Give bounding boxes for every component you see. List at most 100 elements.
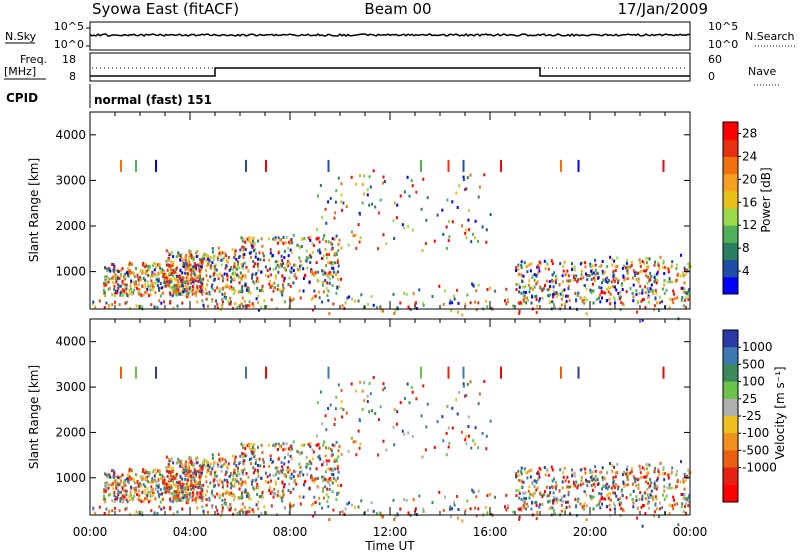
colorbar-band — [723, 190, 738, 209]
power-x-ticks — [89, 112, 691, 309]
echo-cell — [648, 463, 651, 467]
echo-cell — [505, 508, 508, 512]
echo-cell — [217, 453, 220, 456]
echo-cell — [234, 254, 237, 257]
echo-cell — [226, 259, 229, 263]
echo-cell — [145, 471, 148, 474]
echo-cell — [601, 487, 603, 491]
echo-cell — [623, 278, 626, 282]
echo-cell — [361, 201, 364, 205]
echo-cell — [122, 481, 125, 485]
echo-cell — [448, 441, 451, 445]
echo-cell — [652, 498, 655, 502]
echo-cell — [561, 280, 564, 284]
echo-cell — [280, 254, 283, 258]
echo-cell — [646, 473, 649, 477]
echo-cell — [200, 467, 203, 471]
echo-cell — [221, 274, 224, 278]
echo-cell — [324, 248, 327, 252]
echo-cell — [444, 289, 446, 293]
echo-cell — [676, 485, 679, 489]
echo-cell — [407, 305, 410, 309]
echo-cell — [153, 474, 156, 478]
echo-cell — [336, 467, 339, 471]
echo-cell — [326, 462, 329, 466]
echo-cell — [292, 440, 295, 444]
echo-cell — [241, 471, 244, 475]
echo-cell — [122, 294, 124, 298]
echo-cell — [189, 268, 192, 272]
echo-cell — [555, 291, 558, 295]
colorbar-band — [723, 208, 738, 226]
echo-cell — [653, 273, 656, 277]
echo-cell — [299, 259, 302, 263]
echo-cell — [186, 492, 189, 496]
echo-cell — [276, 493, 279, 497]
echo-cell — [129, 271, 131, 275]
echo-cell — [274, 466, 277, 470]
echo-cell — [205, 498, 208, 501]
echo-cell — [171, 263, 174, 267]
echo-cell — [248, 251, 251, 255]
echo-cell — [335, 189, 338, 193]
echo-cell — [107, 486, 110, 490]
echo-cell — [232, 271, 235, 275]
echo-cell — [563, 288, 566, 292]
echo-cell — [555, 277, 558, 281]
echo-cell — [360, 293, 363, 297]
echo-cell — [197, 486, 200, 490]
echo-cell — [130, 477, 133, 481]
echo-cell — [149, 499, 152, 503]
echo-cell — [359, 442, 362, 446]
echo-cell — [181, 257, 184, 261]
echo-cell — [601, 269, 604, 273]
echo-cell — [158, 470, 161, 473]
echo-cell — [614, 269, 617, 273]
echo-cell — [170, 268, 172, 272]
echo-cell — [458, 390, 461, 394]
echo-cell — [241, 296, 244, 300]
echo-cell — [158, 505, 161, 509]
echo-cell — [196, 492, 199, 496]
echo-cell — [161, 492, 164, 496]
echo-cell — [104, 481, 107, 485]
echo-cell — [255, 503, 258, 507]
echo-cell — [466, 382, 469, 386]
echo-cell — [281, 259, 284, 262]
echo-cell — [668, 277, 671, 281]
echo-cell — [249, 497, 252, 501]
echo-cell — [137, 291, 140, 295]
echo-cell — [104, 283, 107, 287]
echo-cell — [268, 464, 271, 468]
echo-cell — [655, 507, 658, 511]
echo-cell — [255, 478, 258, 482]
echo-cell — [200, 474, 203, 478]
echo-cell — [526, 502, 528, 506]
echo-cell — [591, 474, 594, 478]
echo-cell — [591, 282, 594, 286]
echo-cell — [424, 242, 427, 245]
echo-cell — [129, 512, 132, 516]
echo-cell — [422, 507, 425, 511]
echo-cell — [98, 299, 101, 303]
echo-cell — [603, 477, 606, 481]
echo-cell — [330, 273, 333, 276]
echo-cell — [236, 471, 239, 475]
echo-cell — [418, 288, 421, 292]
echo-cell — [201, 498, 204, 502]
echo-cell — [299, 502, 302, 506]
echo-cell — [125, 283, 128, 287]
echo-cell — [597, 276, 600, 280]
echo-cell — [617, 291, 620, 295]
echo-cell — [149, 481, 152, 484]
echo-cell — [641, 466, 644, 470]
echo-cell — [244, 510, 247, 514]
echo-cell — [288, 262, 291, 266]
echo-cell — [636, 300, 639, 304]
echo-cell — [477, 195, 480, 199]
echo-cell — [653, 514, 655, 518]
echo-cell — [659, 301, 661, 305]
echo-cell — [489, 492, 492, 496]
echo-cell — [559, 498, 562, 502]
beam-title: Beam 00 — [364, 0, 431, 18]
